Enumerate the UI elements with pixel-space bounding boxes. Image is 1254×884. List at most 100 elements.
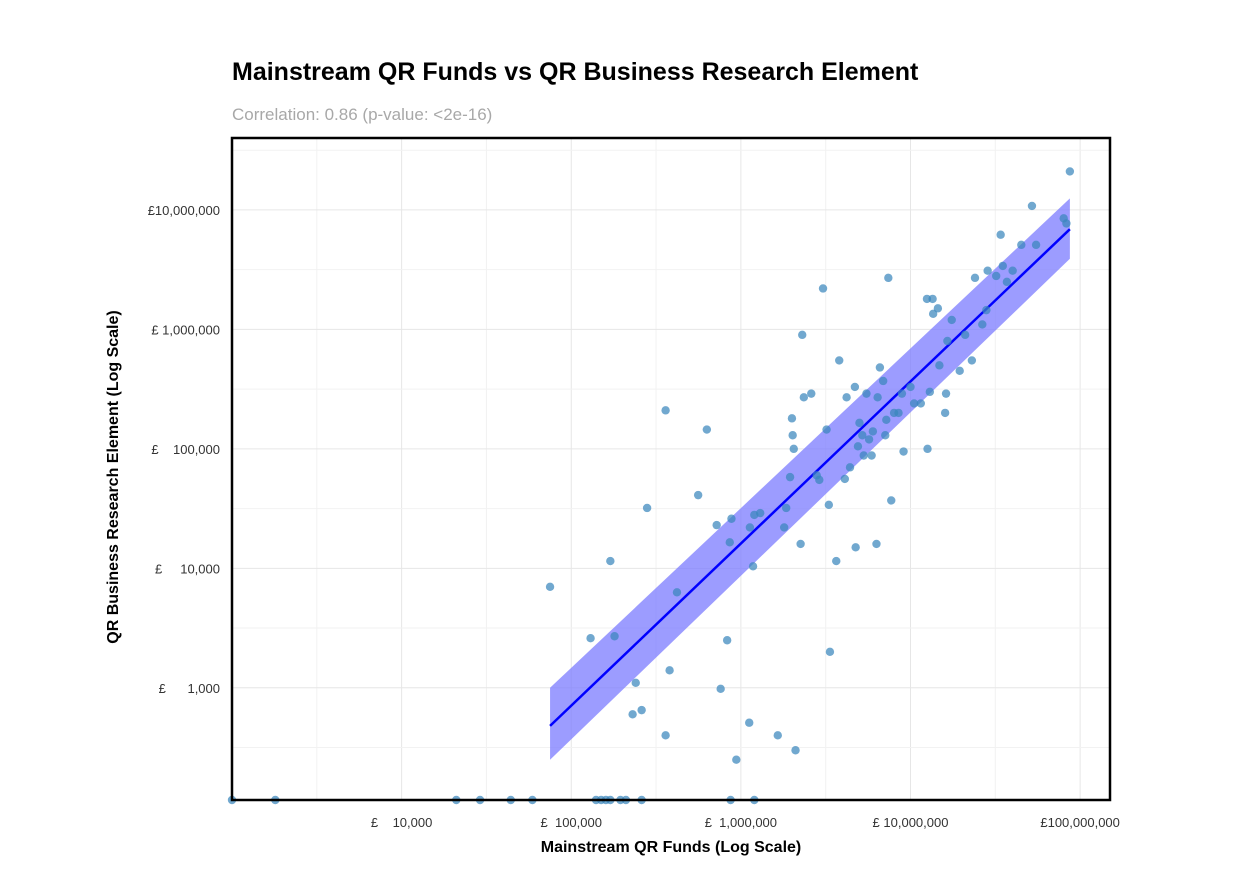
y-tick-label: £ 1,000 — [159, 681, 220, 696]
data-point — [835, 356, 844, 365]
data-point — [745, 718, 754, 727]
data-point — [716, 684, 725, 694]
x-tick-label: £ 100,000 — [541, 815, 602, 830]
data-point — [967, 356, 977, 365]
data-point — [881, 431, 890, 440]
data-point — [947, 315, 956, 325]
data-point — [928, 294, 937, 304]
data-point — [925, 387, 935, 397]
data-point — [637, 705, 646, 715]
data-point — [853, 442, 863, 451]
data-point — [873, 393, 882, 402]
data-point — [991, 271, 1001, 281]
data-point — [996, 230, 1005, 239]
plot-frame — [230, 136, 1112, 802]
data-point — [748, 562, 758, 571]
data-point — [799, 393, 809, 402]
data-point — [859, 451, 868, 460]
data-point — [970, 273, 980, 283]
data-point — [832, 556, 841, 566]
data-point — [756, 508, 765, 518]
data-point — [702, 425, 712, 434]
data-point — [878, 376, 888, 386]
data-point — [712, 520, 721, 530]
data-point — [882, 415, 891, 425]
data-point — [897, 389, 907, 398]
chart-title: Mainstream QR Funds vs QR Business Resea… — [232, 58, 919, 86]
data-point — [807, 389, 816, 398]
data-point — [855, 418, 864, 428]
data-point — [779, 523, 789, 532]
data-point — [732, 755, 741, 764]
data-point — [858, 431, 867, 440]
data-point — [788, 431, 797, 440]
data-point — [955, 366, 964, 376]
data-point — [850, 382, 860, 392]
data-point — [1002, 277, 1012, 287]
data-point — [796, 539, 805, 549]
data-point — [840, 474, 850, 484]
x-axis-ticks: £ 10,000 £ 100,000 £ 1,000,000 £ 10,000,000… — [371, 815, 1120, 830]
data-point — [941, 389, 951, 398]
data-point — [661, 731, 670, 740]
data-point — [773, 731, 782, 740]
data-point — [665, 666, 674, 675]
data-point — [815, 475, 824, 485]
data-point — [982, 305, 991, 315]
data-point — [940, 408, 950, 418]
data-point — [628, 710, 637, 719]
data-point — [787, 414, 797, 423]
data-point — [1031, 240, 1041, 250]
data-point — [935, 361, 944, 370]
data-point — [851, 543, 860, 552]
data-point — [1065, 167, 1075, 176]
data-point — [872, 539, 881, 549]
data-point — [1017, 240, 1026, 250]
y-tick-label: £ 100,000 — [151, 442, 220, 457]
data-point — [943, 336, 952, 346]
data-point — [818, 284, 828, 293]
y-tick-label: £ 1,000,000 — [151, 322, 220, 337]
data-point — [745, 523, 755, 532]
data-point — [842, 393, 851, 402]
x-tick-label: £ 10,000,000 — [873, 815, 949, 830]
data-point — [825, 647, 835, 657]
data-point — [822, 425, 831, 434]
data-point — [1008, 266, 1017, 275]
y-tick-label: £ 10,000 — [155, 561, 220, 576]
chart-subtitle: Correlation: 0.86 (p-value: <2e-16) — [232, 105, 493, 124]
data-point — [884, 273, 893, 283]
data-point — [785, 472, 795, 482]
data-point — [909, 399, 919, 408]
data-point — [906, 382, 915, 392]
data-point — [727, 514, 736, 523]
data-point — [960, 330, 970, 340]
data-point — [545, 582, 555, 592]
data-point — [1027, 201, 1037, 211]
data-point — [978, 320, 987, 329]
data-point — [693, 490, 703, 500]
data-point — [722, 636, 732, 645]
data-point — [586, 634, 595, 643]
x-tick-label: £ 10,000 — [371, 815, 432, 830]
data-point — [868, 427, 878, 436]
y-axis-ticks: £ 1,000 £ 10,000 £ 100,000 £ 1,000,000 £10,0… — [148, 203, 220, 696]
x-axis-title: Mainstream QR Funds (Log Scale) — [541, 839, 801, 856]
data-point — [933, 304, 943, 313]
fit-line-layer — [549, 228, 1071, 727]
data-point — [610, 632, 619, 641]
data-point — [606, 556, 615, 566]
points-layer — [227, 167, 1075, 805]
data-point — [916, 399, 926, 408]
data-point — [887, 496, 896, 505]
data-point — [631, 678, 640, 688]
x-tick-label: £100,000,000 — [1040, 815, 1120, 830]
data-point — [781, 503, 791, 513]
data-point — [845, 463, 855, 472]
data-point — [862, 389, 871, 398]
grid-lines — [232, 138, 1110, 800]
data-point — [899, 447, 908, 456]
y-tick-label: £10,000,000 — [148, 203, 220, 218]
data-point — [661, 406, 670, 415]
